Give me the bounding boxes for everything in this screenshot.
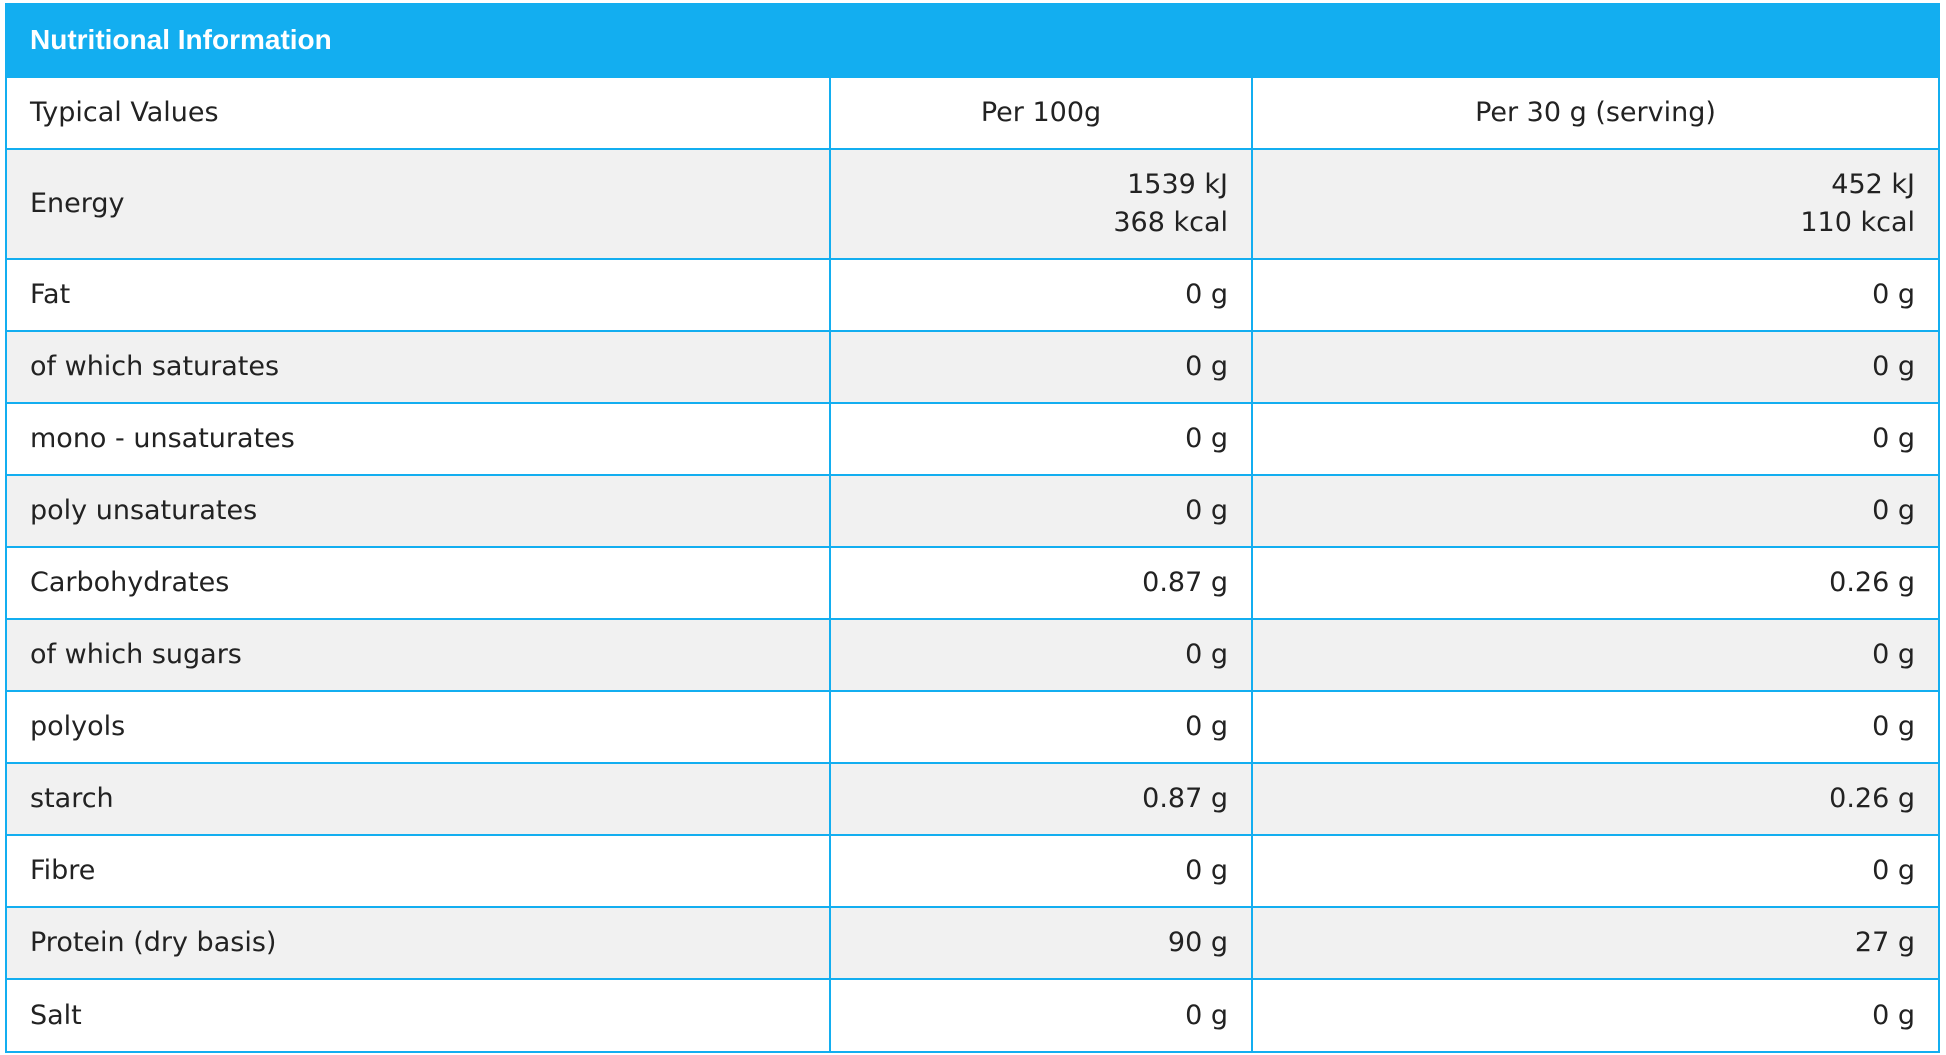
header-row: Typical Values Per 100g Per 30 g (servin… xyxy=(7,76,1938,149)
table-row: starch 0.87 g 0.26 g xyxy=(7,762,1938,835)
energy-kcal-per-100g: 368 kcal xyxy=(1113,207,1228,238)
header-per-serving: Per 30 g (serving) xyxy=(1251,76,1938,149)
panel-title: Nutritional Information xyxy=(7,3,1938,76)
value-per-100g: 0 g xyxy=(829,978,1252,1051)
energy-kj-per-100g: 1539 kJ xyxy=(1127,169,1228,200)
table-row: Protein (dry basis) 90 g 27 g xyxy=(7,906,1938,979)
value-per-100g: 0 g xyxy=(829,258,1252,331)
value-per-serving: 27 g xyxy=(1251,906,1938,979)
value-per-serving: 0 g xyxy=(1251,474,1938,547)
energy-row: Energy 1539 kJ 368 kcal 452 kJ 110 kcal xyxy=(7,148,1938,259)
table-row: Salt 0 g 0 g xyxy=(7,978,1938,1051)
table-row: mono - unsaturates 0 g 0 g xyxy=(7,402,1938,475)
energy-per-100g: 1539 kJ 368 kcal xyxy=(829,148,1252,259)
value-per-serving: 0 g xyxy=(1251,690,1938,763)
value-per-serving: 0 g xyxy=(1251,258,1938,331)
value-per-serving: 0.26 g xyxy=(1251,762,1938,835)
row-label: mono - unsaturates xyxy=(7,402,830,475)
value-per-serving: 0 g xyxy=(1251,402,1938,475)
value-per-serving: 0 g xyxy=(1251,978,1938,1051)
value-per-100g: 0.87 g xyxy=(829,546,1252,619)
row-label: Protein (dry basis) xyxy=(7,906,830,979)
header-per-100g: Per 100g xyxy=(829,76,1252,149)
table-row: Fat 0 g 0 g xyxy=(7,258,1938,331)
energy-kj-per-serving: 452 kJ xyxy=(1831,169,1915,200)
value-per-100g: 0 g xyxy=(829,402,1252,475)
value-per-serving: 0 g xyxy=(1251,618,1938,691)
value-per-100g: 0 g xyxy=(829,330,1252,403)
nutrition-panel: Nutritional Information Typical Values P… xyxy=(5,3,1940,1053)
value-per-100g: 0.87 g xyxy=(829,762,1252,835)
row-label: Energy xyxy=(7,148,830,259)
value-per-serving: 0 g xyxy=(1251,330,1938,403)
value-per-100g: 0 g xyxy=(829,474,1252,547)
row-label: Fat xyxy=(7,258,830,331)
value-per-100g: 0 g xyxy=(829,834,1252,907)
row-label: Salt xyxy=(7,978,830,1051)
table-row: of which saturates 0 g 0 g xyxy=(7,330,1938,403)
table-row: Carbohydrates 0.87 g 0.26 g xyxy=(7,546,1938,619)
table-row: poly unsaturates 0 g 0 g xyxy=(7,474,1938,547)
nutrition-table: Typical Values Per 100g Per 30 g (servin… xyxy=(7,76,1938,1051)
header-label: Typical Values xyxy=(7,76,830,149)
value-per-100g: 0 g xyxy=(829,690,1252,763)
table-row: of which sugars 0 g 0 g xyxy=(7,618,1938,691)
value-per-100g: 90 g xyxy=(829,906,1252,979)
row-label: Carbohydrates xyxy=(7,546,830,619)
value-per-100g: 0 g xyxy=(829,618,1252,691)
value-per-serving: 0 g xyxy=(1251,834,1938,907)
row-label: poly unsaturates xyxy=(7,474,830,547)
row-label: of which sugars xyxy=(7,618,830,691)
energy-per-serving: 452 kJ 110 kcal xyxy=(1251,148,1938,259)
row-label: of which saturates xyxy=(7,330,830,403)
table-row: Fibre 0 g 0 g xyxy=(7,834,1938,907)
row-label: polyols xyxy=(7,690,830,763)
energy-kcal-per-serving: 110 kcal xyxy=(1800,207,1915,238)
row-label: starch xyxy=(7,762,830,835)
table-row: polyols 0 g 0 g xyxy=(7,690,1938,763)
row-label: Fibre xyxy=(7,834,830,907)
value-per-serving: 0.26 g xyxy=(1251,546,1938,619)
